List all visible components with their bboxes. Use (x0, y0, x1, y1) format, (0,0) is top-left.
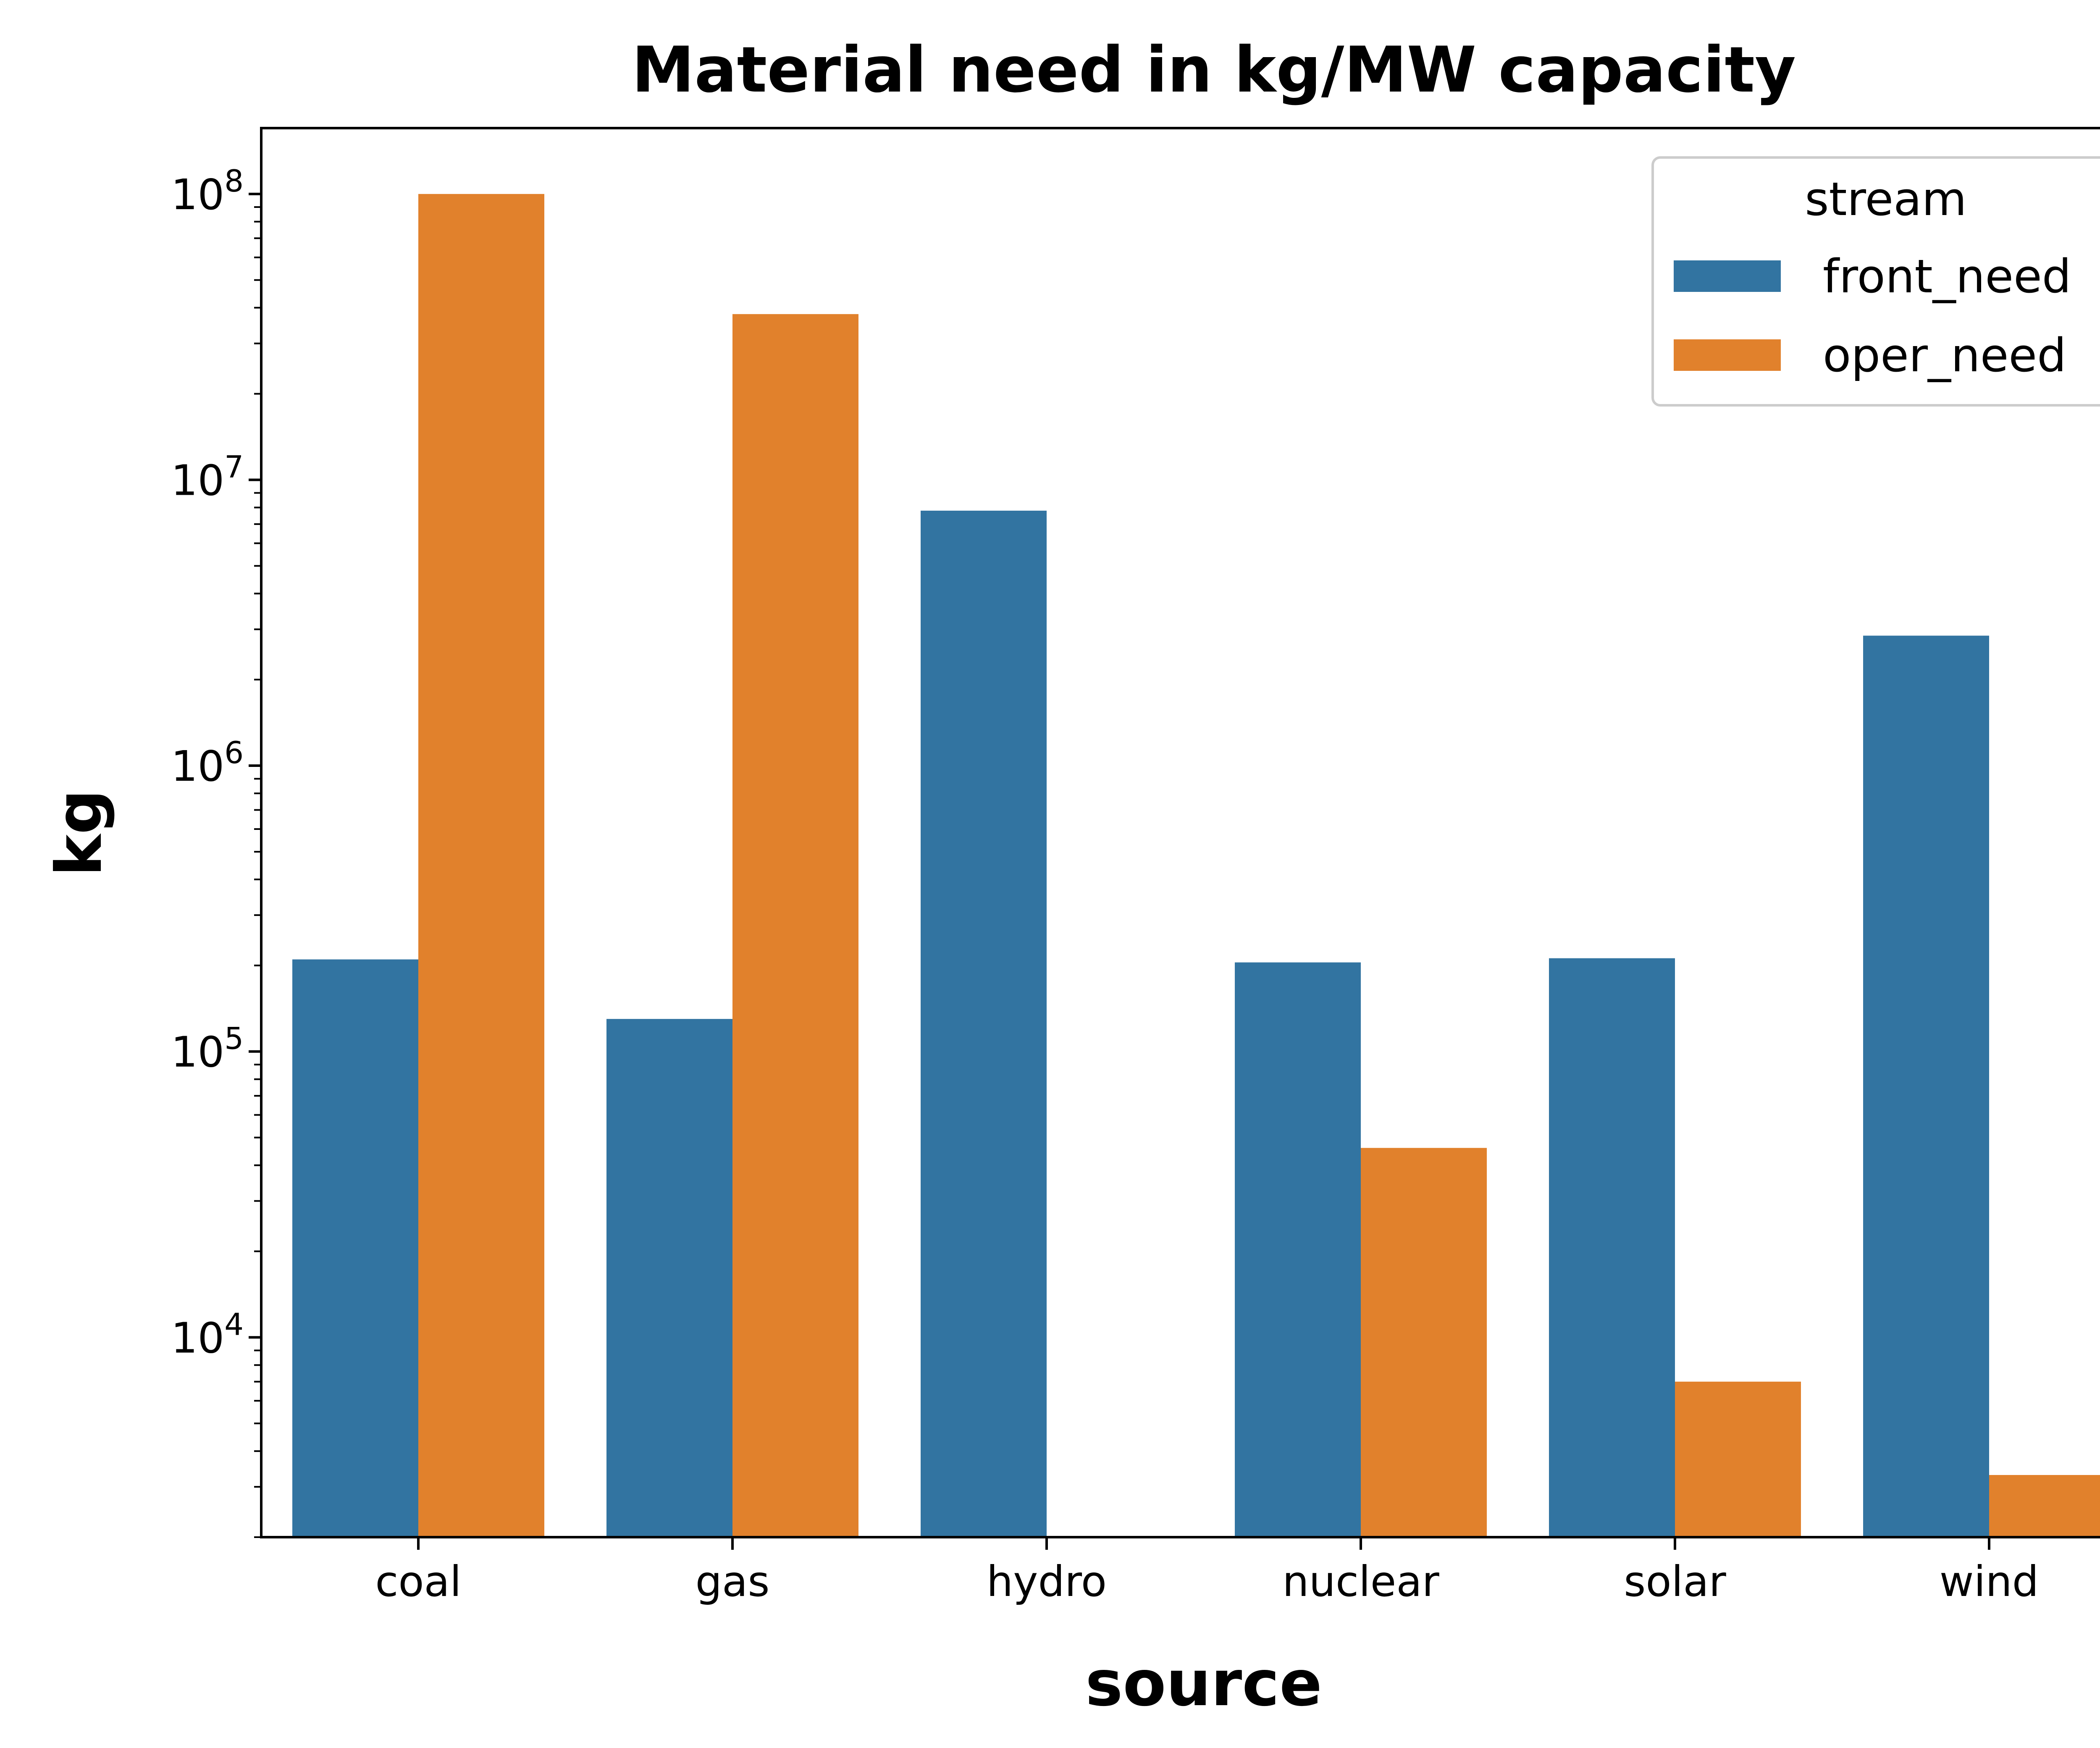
bar-gas-oper-need (732, 314, 858, 1538)
x-tick-label-hydro: hydro (987, 1557, 1107, 1606)
legend-title: stream (1805, 172, 1966, 226)
x-tick-label-solar: solar (1624, 1557, 1726, 1606)
x-axis-label: source (1085, 1647, 1322, 1720)
x-tick-label-wind: wind (1940, 1557, 2039, 1606)
bar-wind-oper-need (1989, 1475, 2100, 1537)
y-tick-label: 105 (171, 1021, 244, 1077)
x-tick-label-gas: gas (696, 1557, 770, 1606)
y-axis-label: kg (43, 789, 116, 876)
bars (292, 194, 2100, 1538)
bar-solar-front-need (1549, 958, 1675, 1537)
legend: stream front_need oper_need (1651, 156, 2100, 407)
legend-label-front-need: front_need (1823, 249, 2071, 303)
y-tick-label: 107 (171, 449, 244, 505)
x-tick-label-coal: coal (375, 1557, 461, 1606)
y-axis-ticks: 104 105 106 107 108 (171, 163, 261, 1538)
y-tick-label: 104 (171, 1307, 244, 1362)
bar-hydro-front-need (921, 510, 1047, 1538)
y-tick-label: 106 (171, 735, 244, 791)
bar-solar-oper-need (1675, 1381, 1801, 1537)
legend-swatch-front-need (1674, 260, 1781, 292)
y-tick-label: 108 (171, 163, 244, 219)
chart-title: Material need in kg/MW capacity (632, 34, 1796, 107)
bar-nuclear-front-need (1235, 962, 1361, 1537)
bar-wind-front-need (1863, 635, 1989, 1537)
legend-label-oper-need: oper_need (1823, 328, 2066, 382)
x-axis-ticks: coal gas hydro nuclear solar wind (375, 1537, 2039, 1606)
x-tick-label-nuclear: nuclear (1282, 1557, 1439, 1606)
bar-gas-front-need (606, 1019, 732, 1537)
bar-nuclear-oper-need (1361, 1148, 1487, 1537)
plot-frame (260, 127, 2100, 1538)
bar-coal-oper-need (418, 194, 544, 1538)
legend-swatch-oper-need (1674, 339, 1781, 371)
bar-coal-front-need (292, 959, 418, 1537)
